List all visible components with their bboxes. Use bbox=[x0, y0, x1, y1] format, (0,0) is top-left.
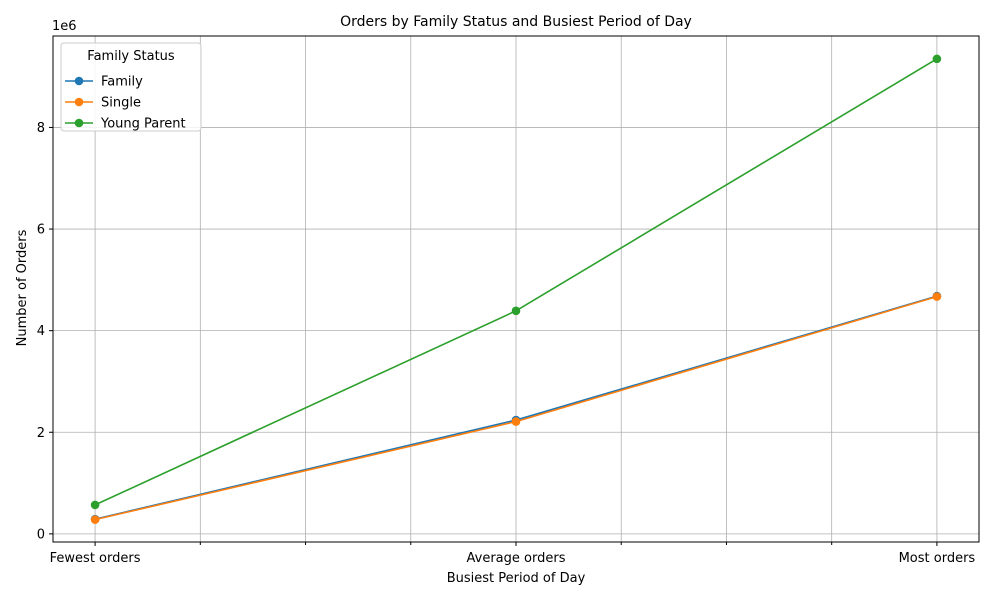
x-tick-label: Average orders bbox=[467, 551, 566, 566]
data-point bbox=[90, 515, 100, 524]
legend-label: Single bbox=[101, 96, 141, 111]
x-tick-label: Most orders bbox=[899, 551, 976, 566]
series-layer bbox=[90, 54, 942, 524]
y-tick-label: 8 bbox=[37, 121, 45, 136]
legend-title: Family Status bbox=[87, 49, 175, 64]
legend-box bbox=[60, 42, 202, 132]
legend-item: Single bbox=[65, 96, 141, 111]
axis-layer: 0 2 4 6 8 Fewest orders Average orders Most ord… bbox=[37, 121, 976, 566]
data-point bbox=[932, 292, 942, 301]
chart-title: Orders by Family Status and Busiest Peri… bbox=[340, 14, 692, 30]
data-point bbox=[511, 306, 521, 316]
x-tick-label: Fewest orders bbox=[50, 551, 141, 566]
grid-layer bbox=[53, 36, 979, 542]
legend-label: Family bbox=[101, 75, 143, 90]
y-tick-label: 2 bbox=[37, 426, 45, 441]
legend: Family Status Family Single Young Parent bbox=[60, 42, 202, 132]
legend-marker bbox=[74, 76, 84, 86]
series-young-parent bbox=[90, 54, 942, 510]
x-axis-label: Busiest Period of Day bbox=[447, 571, 586, 586]
legend-marker bbox=[74, 97, 84, 107]
y-tick-label: 0 bbox=[37, 527, 45, 542]
data-point bbox=[932, 54, 942, 64]
y-axis-offset-text: 1e6 bbox=[52, 19, 77, 34]
y-tick-label: 6 bbox=[37, 223, 45, 238]
data-point bbox=[90, 500, 100, 510]
legend-label: Young Parent bbox=[100, 117, 186, 132]
series-single bbox=[90, 292, 942, 524]
y-axis-label: Number of Orders bbox=[15, 229, 30, 346]
legend-item: Young Parent bbox=[65, 117, 186, 132]
legend-item: Family bbox=[65, 75, 143, 90]
y-tick-label: 4 bbox=[37, 324, 45, 339]
legend-marker bbox=[74, 118, 84, 128]
data-point bbox=[511, 417, 521, 426]
